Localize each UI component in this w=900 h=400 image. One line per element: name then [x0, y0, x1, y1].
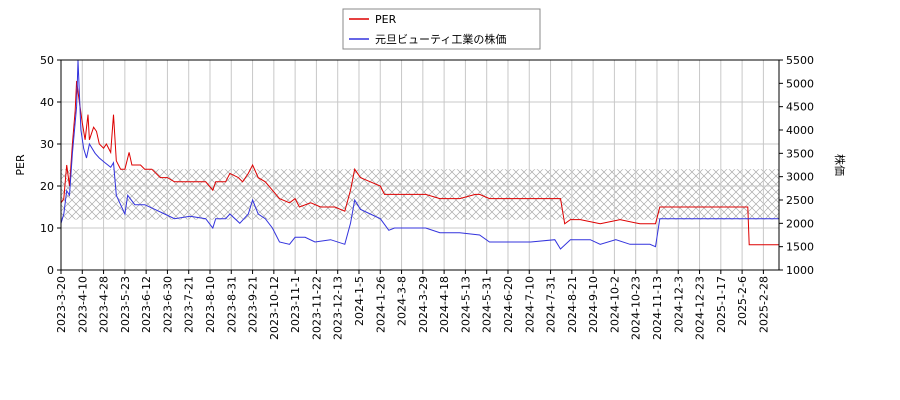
y2-tick-label: 3000: [786, 171, 814, 184]
legend-box: [342, 8, 541, 50]
y2-tick-label: 5500: [786, 54, 814, 67]
x-tick-label: 2023-4-28: [98, 276, 111, 333]
x-tick-label: 2023-6-30: [161, 276, 174, 333]
x-tick-label: 2023-11-1: [289, 276, 302, 333]
x-tick-label: 2025-2-6: [736, 276, 749, 326]
x-tick-label: 2024-5-13: [459, 276, 472, 333]
x-tick-label: 2024-3-8: [396, 276, 409, 326]
y2-tick-label: 5000: [786, 77, 814, 90]
x-tick-label: 2024-10-23: [630, 276, 643, 340]
x-tick-label: 2024-1-5: [353, 276, 366, 326]
y2-axis-label: 株価: [833, 154, 847, 176]
y2-tick-label: 2500: [786, 194, 814, 207]
x-tick-label: 2024-8-21: [566, 276, 579, 333]
y-tick-label: 20: [40, 180, 54, 193]
y2-tick-label: 1500: [786, 241, 814, 254]
x-tick-label: 2024-10-2: [608, 276, 621, 333]
x-tick-label: 2024-6-20: [502, 276, 515, 333]
x-tick-label: 2023-4-10: [76, 276, 89, 333]
y-tick-label: 50: [40, 54, 54, 67]
series-line: [60, 80, 779, 246]
x-tick-label: 2024-1-26: [374, 276, 387, 333]
x-tick-label: 2024-3-29: [417, 276, 430, 333]
x-tick-label: 2023-6-12: [140, 276, 153, 333]
plot-frame: [60, 59, 780, 271]
y-tick-label: 10: [40, 222, 54, 235]
x-tick-label: 2025-2-28: [757, 276, 770, 333]
y-tick-label: 30: [40, 138, 54, 151]
x-tick-label: 2023-3-20: [55, 276, 68, 333]
x-tick-label: 2023-12-13: [332, 276, 345, 340]
x-tick-label: 2023-9-21: [247, 276, 260, 333]
y-axis-label: PER: [14, 154, 27, 176]
x-tick-label: 2023-8-10: [204, 276, 217, 333]
y2-tick-label: 2000: [786, 217, 814, 230]
plot-area: [61, 60, 779, 270]
y2-tick-label: 4500: [786, 101, 814, 114]
y2-tick-label: 3500: [786, 147, 814, 160]
series-line: [60, 59, 779, 250]
x-tick-label: 2024-4-18: [438, 276, 451, 333]
x-tick-label: 2023-5-23: [119, 276, 132, 333]
legend: PER 元旦ビューティ工業の株価: [342, 8, 541, 50]
y-tick-label: 0: [47, 264, 54, 277]
legend-label: PER: [375, 13, 397, 26]
x-tick-label: 2023-11-22: [310, 276, 323, 340]
y2-tick-label: 1000: [786, 264, 814, 277]
x-tick-label: 2023-8-31: [225, 276, 238, 333]
legend-label: 元旦ビューティ工業の株価: [375, 32, 506, 46]
x-tick-label: 2024-7-10: [523, 276, 536, 333]
x-tick-label: 2023-7-21: [183, 276, 196, 333]
x-tick-label: 2023-10-12: [268, 276, 281, 340]
x-tick-label: 2025-1-17: [715, 276, 728, 333]
x-tick-label: 2024-12-3: [672, 276, 685, 333]
x-tick-label: 2024-9-10: [587, 276, 600, 333]
x-tick-label: 2024-7-31: [545, 276, 558, 333]
y2-tick-label: 4000: [786, 124, 814, 137]
x-tick-label: 2024-12-23: [694, 276, 707, 340]
x-tick-label: 2024-5-31: [481, 276, 494, 333]
y-tick-label: 40: [40, 96, 54, 109]
x-tick-label: 2024-11-13: [651, 276, 664, 340]
